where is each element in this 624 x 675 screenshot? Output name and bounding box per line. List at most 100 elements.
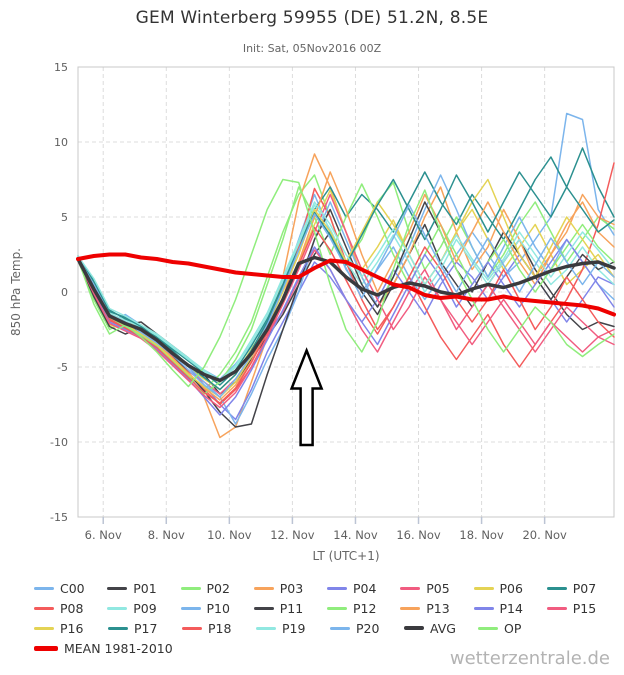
legend-item-p11: P11 — [253, 600, 327, 616]
x-tick-label: 16. Nov — [396, 528, 441, 542]
chart-subtitle: Init: Sat, 05Nov2016 00Z — [242, 42, 382, 55]
series-avg — [76, 255, 616, 383]
legend-label: MEAN 1981-2010 — [64, 640, 173, 656]
legend-swatch — [400, 606, 421, 610]
legend-label: AVG — [430, 620, 456, 636]
legend-item-p14: P14 — [473, 600, 547, 616]
series-p16 — [77, 178, 615, 398]
legend-swatch — [180, 606, 201, 610]
series-p17 — [77, 171, 615, 391]
x-tick-label: 18. Nov — [459, 528, 504, 542]
y-tick-label: -15 — [50, 511, 68, 524]
plot-border — [77, 66, 615, 518]
legend-label: C00 — [60, 580, 85, 596]
legend-item-p13: P13 — [400, 601, 473, 616]
legend-swatch — [546, 586, 567, 590]
legend-swatch — [107, 586, 128, 590]
arrow-annotation — [289, 347, 324, 447]
legend-swatch — [327, 586, 347, 590]
series-p03 — [77, 153, 615, 439]
legend-label: P16 — [60, 620, 84, 636]
legend-label: P07 — [572, 580, 597, 596]
legend-label: P08 — [60, 600, 84, 616]
series-p12 — [77, 183, 615, 395]
legend-swatch — [473, 586, 494, 590]
legend-item-p12: P12 — [327, 601, 400, 616]
page-title: GEM Winterberg 59955 (DE) 51.2N, 8.5E — [135, 8, 489, 28]
up-arrow-annotation — [289, 347, 324, 447]
chart-grid — [78, 67, 614, 517]
legend-item-p04: P04 — [327, 581, 400, 596]
legend-row: P08 P09 P10 P11 P12 P13 P14 P15 — [34, 598, 620, 618]
legend-item-p20: P20 — [330, 621, 404, 636]
legend-item-avg: AVG — [404, 621, 478, 636]
legend-label: P14 — [499, 600, 523, 616]
series-mean-1981-2010 — [76, 252, 616, 317]
legend-swatch — [34, 586, 54, 590]
y-tick-label: 0 — [61, 286, 68, 299]
legend-item-p07: P07 — [546, 580, 620, 596]
legend-swatch — [182, 626, 202, 630]
legend-item-p17: P17 — [108, 621, 182, 636]
series-p15 — [77, 193, 615, 409]
legend-item-c00: C00 — [34, 581, 107, 596]
legend-label: P12 — [353, 600, 377, 616]
legend-swatch — [400, 586, 421, 590]
series-op — [77, 178, 615, 388]
legend-label: P10 — [206, 600, 230, 616]
y-tick-label: -10 — [50, 436, 68, 449]
legend-item-mean-1981-2010: MEAN 1981-2010 — [34, 641, 173, 656]
legend-swatch — [34, 626, 54, 630]
legend-item-p16: P16 — [34, 621, 108, 636]
y-tick-label: 10 — [54, 136, 68, 149]
legend-swatch — [327, 606, 347, 610]
legend-item-p02: P02 — [180, 580, 254, 596]
legend-item-p08: P08 — [34, 601, 107, 616]
legend-row: C00 P01 P02 P03 P04 P05 P06 P07 — [34, 578, 620, 598]
watermark: wetterzentrale.de — [449, 648, 610, 669]
legend-label: P17 — [134, 620, 158, 636]
legend-item-p18: P18 — [182, 621, 256, 636]
legend-swatch — [404, 626, 424, 630]
legend-swatch — [330, 626, 350, 630]
x-axis-title: LT (UTC+1) — [312, 549, 379, 563]
x-tick-label: 14. Nov — [333, 528, 378, 542]
legend-item-p19: P19 — [256, 621, 330, 636]
legend-item-p05: P05 — [400, 581, 473, 596]
legend-label: P11 — [279, 600, 304, 616]
legend-label: P09 — [133, 600, 157, 616]
ensemble-chart: 15 10 5 0 -5 -10 -15 6. Nov 8. Nov 10. Nov 12. Nov… — [0, 55, 624, 570]
legend-label: P01 — [133, 580, 157, 596]
legend-item-p01: P01 — [107, 581, 180, 596]
legend-item-p10: P10 — [180, 600, 254, 616]
series-p19 — [77, 201, 615, 382]
legend-label: P15 — [572, 600, 597, 616]
legend-swatch — [253, 586, 274, 590]
y-tick-label: 5 — [61, 211, 68, 224]
legend-swatch — [107, 606, 128, 610]
series-p08 — [77, 162, 615, 406]
x-tick-label: 10. Nov — [207, 528, 252, 542]
legend-item-p06: P06 — [473, 581, 547, 596]
legend-swatch — [546, 606, 567, 610]
legend-label: P03 — [279, 580, 304, 596]
legend-swatch — [473, 606, 494, 610]
legend-label: OP — [504, 620, 522, 636]
y-axis-title: 850 hPa Temp. — [9, 248, 23, 336]
legend-swatch — [478, 626, 498, 630]
series-p18 — [77, 226, 615, 404]
legend-swatch — [34, 606, 54, 610]
chart-legend: C00 P01 P02 P03 P04 P05 P06 P07 P08 P09 P10 P11 P12 P… — [34, 578, 620, 658]
legend-swatch — [253, 606, 274, 610]
series-p11 — [77, 201, 615, 428]
legend-row: MEAN 1981-2010 — [34, 638, 620, 658]
legend-label: P18 — [208, 620, 232, 636]
legend-swatch — [34, 645, 58, 651]
legend-item-p03: P03 — [253, 580, 327, 596]
legend-label: P05 — [426, 580, 450, 596]
legend-label: P02 — [206, 580, 230, 596]
legend-label: P13 — [426, 600, 450, 616]
legend-item-p09: P09 — [107, 601, 180, 616]
x-tick-label: 20. Nov — [522, 528, 567, 542]
y-tick-label: 15 — [54, 61, 68, 74]
